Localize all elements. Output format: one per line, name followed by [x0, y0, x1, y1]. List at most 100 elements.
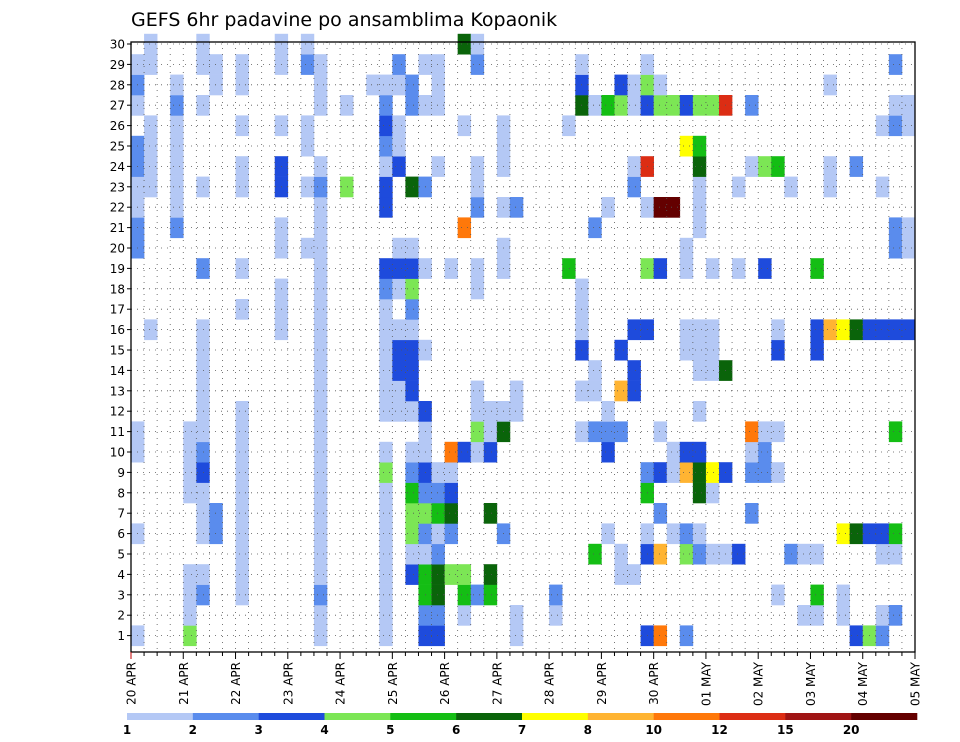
heatmap-cell — [470, 584, 485, 606]
y-tick-label: 20 — [110, 242, 125, 256]
heatmap-cell — [797, 605, 811, 626]
heatmap-cell — [392, 401, 406, 422]
colorbar-label: 20 — [843, 723, 860, 737]
colorbar-label: 6 — [452, 723, 460, 737]
heatmap-cell — [470, 380, 485, 402]
y-tick-label: 15 — [110, 344, 125, 358]
heatmap-cell — [405, 503, 419, 524]
heatmap-cell — [692, 360, 707, 381]
colorbar-swatch — [587, 713, 654, 720]
y-tick-label: 3 — [117, 588, 125, 602]
heatmap-cell — [379, 441, 393, 463]
heatmap-cell — [235, 176, 249, 198]
heatmap-cell — [758, 462, 772, 483]
heatmap-cell — [313, 156, 328, 177]
y-tick-label: 22 — [110, 201, 125, 215]
heatmap-cell — [509, 605, 524, 626]
heatmap-cell — [457, 605, 472, 626]
y-axis: 1234567891011121314151617181920212223242… — [110, 38, 131, 643]
heatmap-cell — [379, 74, 393, 96]
heatmap-cell — [666, 523, 681, 545]
heatmap-cell — [810, 339, 824, 361]
heatmap-cell — [875, 543, 890, 565]
heatmap-cell — [313, 503, 328, 524]
heatmap-cell — [692, 543, 707, 565]
heatmap-cell — [340, 95, 354, 116]
heatmap-cell — [601, 421, 615, 443]
heatmap-cell — [836, 584, 850, 606]
heatmap-cell — [549, 584, 563, 606]
heatmap-cell — [300, 237, 315, 259]
heatmap-cell — [366, 74, 380, 96]
heatmap-cell — [183, 584, 197, 606]
heatmap-cell — [313, 564, 328, 585]
heatmap-cell — [144, 135, 158, 157]
heatmap-cell — [170, 156, 184, 177]
heatmap-cell — [183, 441, 197, 463]
heatmap-cell — [392, 339, 406, 361]
y-tick-label: 24 — [110, 160, 125, 174]
heatmap-cell — [379, 503, 393, 524]
heatmap-cell — [144, 54, 158, 75]
heatmap-cell — [444, 482, 458, 504]
heatmap-cell — [483, 503, 498, 524]
y-tick-label: 9 — [117, 466, 125, 480]
heatmap-cell — [431, 95, 445, 116]
heatmap-cell — [183, 462, 197, 483]
heatmap-cell — [771, 339, 785, 361]
heatmap-cell — [745, 421, 759, 443]
heatmap-cell — [405, 482, 419, 504]
heatmap-cell — [509, 197, 524, 218]
heatmap-cell — [431, 156, 445, 177]
heatmap-cell — [379, 605, 393, 626]
heatmap-cell — [313, 54, 328, 75]
heatmap-cell — [235, 74, 249, 96]
heatmap-cell — [379, 299, 393, 320]
heatmap-cell — [405, 176, 419, 198]
heatmap-cell — [144, 33, 158, 55]
heatmap-cell — [588, 95, 602, 116]
x-tick-label: 27 APR — [490, 662, 504, 705]
heatmap-cell — [888, 95, 903, 116]
heatmap-cell — [405, 74, 419, 96]
heatmap-cell — [901, 319, 916, 341]
heatmap-cell — [705, 543, 720, 565]
heatmap-cell — [379, 278, 393, 300]
heatmap-cell — [170, 197, 184, 218]
heatmap-cell — [745, 95, 759, 116]
x-tick-label: 25 APR — [386, 662, 400, 705]
heatmap-cell — [614, 543, 628, 565]
heatmap-cell — [849, 319, 864, 341]
y-tick-label: 17 — [110, 303, 125, 317]
heatmap-cell — [392, 54, 406, 75]
heatmap-cell — [431, 625, 445, 647]
heatmap-cell — [653, 543, 668, 565]
heatmap-cell — [379, 319, 393, 341]
heatmap-cell — [692, 217, 707, 239]
heatmap-cell — [405, 543, 419, 565]
heatmap-cell — [313, 74, 328, 96]
heatmap-cell — [836, 605, 850, 626]
heatmap-cell — [875, 605, 890, 626]
heatmap-cell — [379, 115, 393, 137]
x-tick-label: 29 APR — [595, 662, 609, 705]
heatmap-cell — [340, 176, 354, 198]
heatmap-cell — [379, 95, 393, 116]
y-tick-label: 8 — [117, 486, 125, 500]
heatmap-cell — [627, 176, 641, 198]
heatmap-cell — [235, 543, 249, 565]
x-tick-label: 02 MAY — [752, 661, 766, 706]
heatmap-cell — [313, 523, 328, 545]
y-tick-label: 11 — [110, 425, 125, 439]
heatmap-cell — [183, 625, 197, 647]
heatmap-cell — [666, 441, 681, 463]
heatmap-cell — [509, 401, 524, 422]
heatmap-cell — [300, 135, 315, 157]
heatmap-cells — [131, 33, 916, 647]
heatmap-cell — [679, 441, 694, 463]
heatmap-cell — [405, 380, 419, 402]
heatmap-cell — [627, 564, 641, 585]
heatmap-cell — [666, 462, 681, 483]
heatmap-cell — [457, 33, 472, 55]
